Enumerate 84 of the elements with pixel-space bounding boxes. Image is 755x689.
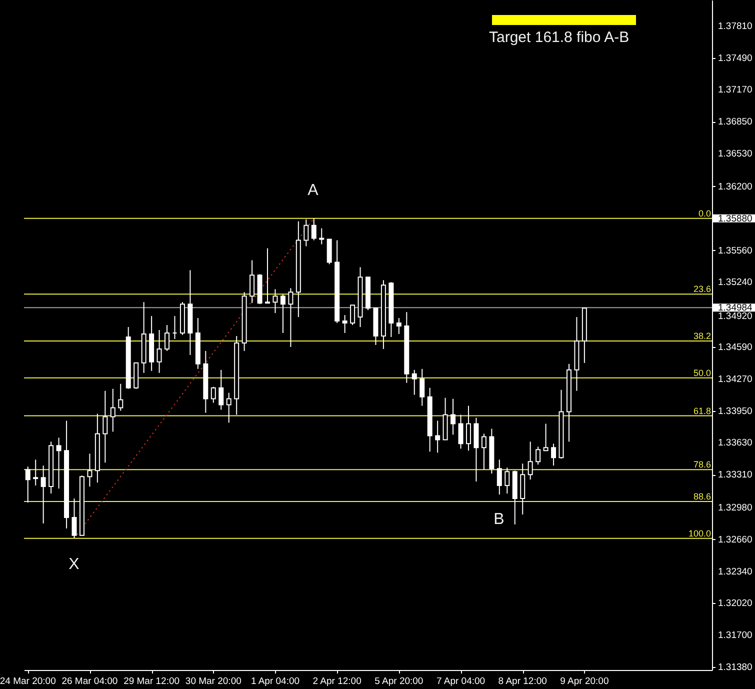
candlestick bbox=[551, 443, 556, 466]
candlestick bbox=[319, 228, 324, 245]
candlestick bbox=[342, 314, 348, 334]
candlestick bbox=[218, 369, 224, 410]
y-tick-label: 1.36850 bbox=[718, 116, 752, 128]
candlestick bbox=[536, 446, 541, 466]
y-tick-label: 1.37490 bbox=[718, 52, 752, 64]
x-tick-label: 29 Mar 12:00 bbox=[124, 676, 180, 687]
candlestick bbox=[450, 398, 456, 436]
x-tick-label: 2 Apr 12:00 bbox=[312, 676, 362, 687]
y-tick-label: 1.33310 bbox=[718, 470, 752, 481]
y-tick-label: 1.35240 bbox=[718, 277, 752, 288]
x-tick-label: 26 Mar 04:00 bbox=[62, 676, 118, 687]
candlestick bbox=[25, 466, 30, 503]
candlestick bbox=[156, 330, 162, 374]
candlestick bbox=[210, 386, 216, 404]
candlestick bbox=[311, 218, 316, 241]
candlestick bbox=[164, 324, 170, 352]
candlestick bbox=[412, 369, 417, 396]
y-tick-label: 1.33630 bbox=[718, 438, 752, 449]
annotation: 61.8 bbox=[693, 406, 711, 416]
candlestick bbox=[56, 437, 62, 490]
y-tick-label: 1.37170 bbox=[718, 84, 752, 96]
candlestick bbox=[466, 405, 471, 452]
annotation: X bbox=[68, 556, 80, 573]
y-tick-label: 1.36530 bbox=[718, 148, 752, 160]
candlestick bbox=[272, 288, 278, 314]
annotation: A bbox=[308, 182, 319, 199]
candlestick bbox=[504, 467, 510, 494]
candlestick bbox=[226, 392, 232, 424]
candlestick bbox=[481, 433, 486, 470]
candlestick bbox=[326, 238, 332, 265]
candlestick bbox=[458, 414, 464, 450]
y-tick-label: 1.31380 bbox=[718, 662, 752, 674]
candlestick bbox=[520, 463, 526, 515]
y-tick-label: 1.35560 bbox=[718, 245, 752, 256]
x-tick-label: 30 Mar 20:00 bbox=[185, 676, 242, 687]
x-tick-label: 1 Apr 04:00 bbox=[250, 676, 300, 687]
annotation: 38.2 bbox=[693, 330, 711, 341]
candlestick bbox=[396, 318, 402, 335]
y-tick-label: 1.33950 bbox=[718, 406, 752, 417]
y-tick-label: 1.34920 bbox=[718, 311, 752, 322]
y-tick-label: 1.34270 bbox=[718, 374, 752, 385]
annotation: B bbox=[494, 511, 504, 528]
candlestick bbox=[110, 388, 116, 432]
y-tick-label: 1.32980 bbox=[718, 502, 752, 514]
y-tick-label: 1.32020 bbox=[718, 598, 752, 610]
x-tick-label: 7 Apr 04:00 bbox=[436, 676, 486, 687]
candlestick bbox=[304, 218, 309, 247]
candlestick bbox=[102, 390, 108, 464]
candlestick bbox=[250, 260, 255, 304]
annotation: 78.6 bbox=[693, 460, 711, 470]
y-tick-label: 1.32660 bbox=[718, 534, 752, 546]
annotation: 88.6 bbox=[693, 492, 711, 502]
y-tick-label: 1.32340 bbox=[718, 566, 752, 578]
annotation: 50.0 bbox=[693, 368, 711, 378]
y-tick-label: 1.37810 bbox=[718, 20, 752, 32]
y-tick-label: 1.35880 bbox=[718, 213, 752, 224]
x-tick-label: 8 Apr 12:00 bbox=[498, 676, 547, 687]
candlestick bbox=[118, 383, 124, 412]
candlestick bbox=[435, 420, 440, 454]
y-tick-label: 1.31700 bbox=[718, 630, 752, 642]
annotation: Target 161.8 fibo A-B bbox=[489, 29, 630, 46]
candlestick bbox=[265, 248, 270, 304]
candlestick bbox=[288, 288, 294, 348]
candlestick bbox=[543, 423, 548, 452]
annotation: 0.0 bbox=[698, 208, 711, 218]
x-tick-label: 9 Apr 20:00 bbox=[560, 676, 609, 687]
candlestick bbox=[280, 294, 286, 334]
candlestick bbox=[72, 498, 77, 539]
candlestick bbox=[33, 459, 38, 486]
annotation: 23.6 bbox=[693, 284, 711, 294]
candlestick bbox=[87, 453, 92, 488]
x-tick-label: 5 Apr 20:00 bbox=[374, 676, 424, 687]
candlestick bbox=[528, 441, 533, 480]
candlestick bbox=[40, 465, 46, 524]
y-tick-label: 1.34590 bbox=[718, 342, 752, 353]
x-tick-label: 24 Mar 20:00 bbox=[0, 676, 56, 687]
candlestick bbox=[496, 459, 502, 496]
candlestick bbox=[474, 417, 479, 482]
y-tick-label: 1.36200 bbox=[718, 181, 752, 192]
annotation: 100.0 bbox=[688, 528, 711, 538]
candlestick bbox=[420, 368, 425, 406]
candlestick bbox=[350, 304, 356, 326]
